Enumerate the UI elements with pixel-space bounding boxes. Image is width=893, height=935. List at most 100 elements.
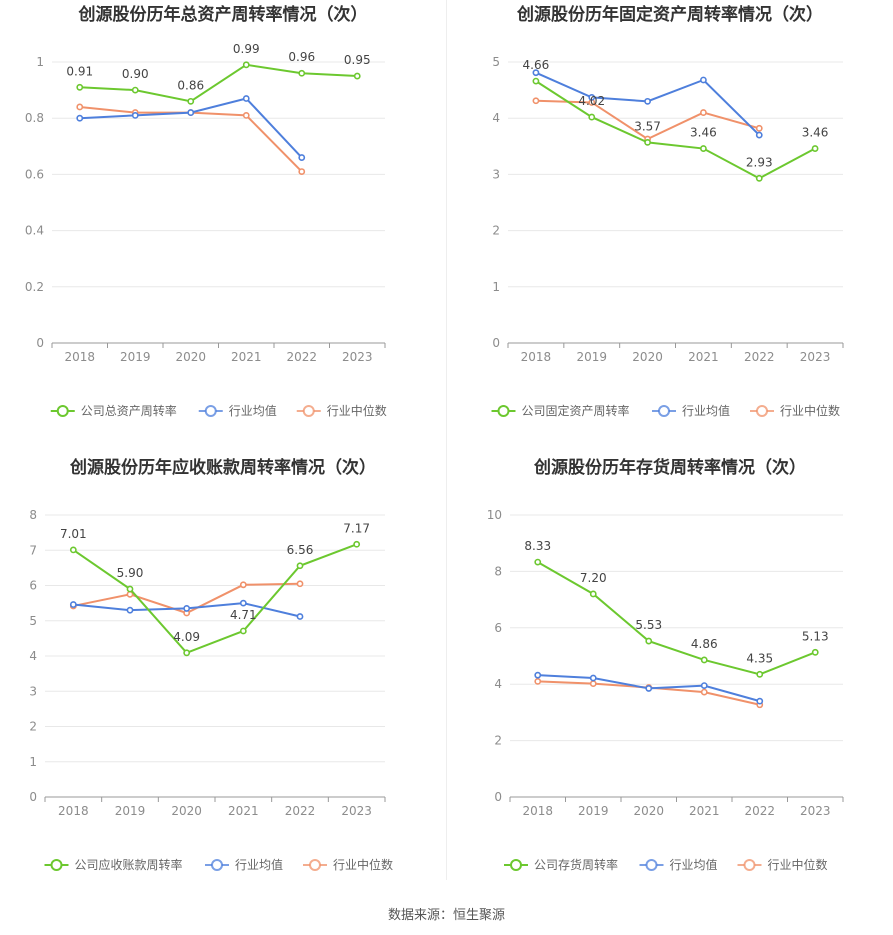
legend-marker [56, 405, 69, 417]
data-label: 0.99 [233, 42, 260, 56]
x-tick-label: 2021 [231, 350, 262, 364]
data-point-avg [69, 601, 77, 608]
data-label: 2.93 [746, 155, 773, 169]
x-tick-label: 2023 [800, 350, 831, 364]
data-point-avg [700, 76, 707, 84]
data-source-note: 数据来源：恒生聚源 [387, 908, 505, 923]
data-point-avg [296, 613, 304, 620]
data-label: 4.86 [691, 637, 718, 651]
chart-total-asset-turnover: 创源股份历年总资产周转率情况（次） 0 0.2 0.4 0.6 0.8 1 2018 2019 2… [0, 0, 446, 445]
legend-marker [510, 859, 522, 871]
data-label: 3.57 [634, 119, 661, 133]
data-point-median [755, 124, 763, 132]
data-point-company [644, 138, 651, 146]
data-label: 4.71 [230, 608, 257, 622]
data-label: 7.01 [60, 527, 87, 541]
chart-title: 创源股份历年总资产周转率情况（次） [78, 4, 368, 25]
data-point-company [700, 145, 707, 152]
chart-title: 创源股份历年固定资产周转率情况（次） [516, 4, 823, 25]
data-label: 6.56 [287, 543, 314, 557]
data-point-avg [644, 97, 651, 105]
y-tick-label: 1 [492, 280, 500, 294]
data-label: 0.95 [344, 53, 371, 67]
data-point-company [183, 649, 191, 657]
data-point-company [756, 670, 764, 678]
x-tick-label: 2019 [578, 804, 609, 818]
data-point-avg [187, 109, 195, 116]
data-label: 7.20 [580, 571, 607, 585]
y-tick-label: 0.8 [25, 111, 44, 125]
legend-marker [756, 405, 768, 417]
legend-item-avg: 行业均值 [198, 403, 277, 418]
data-point-company [69, 546, 77, 554]
data-point-company [296, 562, 304, 570]
data-point-median [532, 97, 540, 105]
legend-item-company: 公司存货周转率 [504, 857, 618, 872]
data-point-avg [756, 697, 764, 705]
data-point-company [298, 69, 306, 77]
y-tick-label: 0 [494, 790, 502, 804]
series-line-company [72, 543, 358, 655]
data-point-company [239, 627, 247, 635]
data-label: 4.02 [578, 94, 605, 108]
data-point-company [755, 174, 763, 182]
data-point-company [811, 145, 819, 152]
data-point-avg [588, 94, 596, 101]
legend-label: 行业均值 [235, 857, 283, 872]
y-tick-label: 4 [494, 677, 502, 691]
data-label: 0.91 [66, 64, 93, 78]
legend-item-avg: 行业均值 [652, 403, 730, 418]
data-point-median [239, 581, 247, 589]
legend-label: 行业均值 [682, 403, 730, 418]
legend-marker [211, 859, 223, 871]
chart-svg: 创源股份历年固定资产周转率情况（次） 0 1 2 3 4 5 2018 2019 2020 2021… [491, 4, 844, 418]
chart-svg: 创源股份历年应收账款周转率情况（次） 0 1 2 3 4 5 6 7 8 2018 2019 2020 2… [29, 457, 393, 872]
x-tick-label: 2021 [228, 804, 259, 818]
data-point-avg [645, 685, 653, 692]
data-point-avg [589, 674, 597, 682]
legend-label: 行业中位数 [780, 403, 840, 418]
x-tick-label: 2019 [120, 350, 151, 364]
x-tick-label: 2019 [115, 804, 146, 818]
y-tick-label: 0 [29, 790, 37, 804]
y-tick-label: 1 [29, 755, 37, 769]
legend-marker [309, 859, 321, 871]
data-point-company [187, 97, 195, 105]
y-tick-label: 5 [492, 55, 500, 69]
data-point-avg [183, 605, 191, 612]
data-label: 3.46 [802, 126, 829, 140]
legend-item-median: 行业中位数 [296, 403, 387, 418]
data-label: 0.86 [177, 78, 204, 92]
data-label: 3.46 [690, 126, 717, 140]
legend-label: 行业中位数 [768, 857, 828, 872]
x-tick-label: 2021 [689, 804, 720, 818]
x-tick-label: 2018 [58, 804, 89, 818]
legend-item-median: 行业中位数 [737, 857, 828, 872]
data-label: 5.53 [635, 618, 662, 632]
y-tick-label: 6 [29, 579, 37, 593]
y-tick-label: 8 [494, 564, 502, 578]
legend-marker [743, 859, 756, 871]
y-tick-label: 4 [492, 111, 500, 125]
legend-item-avg: 行业均值 [205, 857, 283, 872]
x-tick-label: 2023 [341, 804, 372, 818]
series-line-avg [79, 97, 303, 159]
x-tick-label: 2020 [633, 804, 664, 818]
x-tick-label: 2023 [342, 350, 373, 364]
chart-title: 创源股份历年应收账款周转率情况（次） [69, 457, 376, 478]
legend-marker [645, 859, 658, 871]
y-tick-label: 2 [494, 734, 502, 748]
y-tick-label: 2 [29, 720, 37, 734]
data-point-median [700, 688, 708, 696]
data-point-avg [242, 95, 250, 102]
x-tick-label: 2018 [522, 804, 553, 818]
data-point-company [353, 540, 361, 548]
x-tick-label: 2019 [576, 350, 607, 364]
data-label: 0.90 [122, 67, 149, 81]
series-line-company [535, 80, 816, 180]
data-point-company [76, 83, 84, 91]
data-point-median [700, 109, 707, 116]
data-point-company [126, 585, 134, 593]
x-tick-label: 2020 [632, 350, 663, 364]
legend-label: 行业中位数 [333, 857, 393, 872]
